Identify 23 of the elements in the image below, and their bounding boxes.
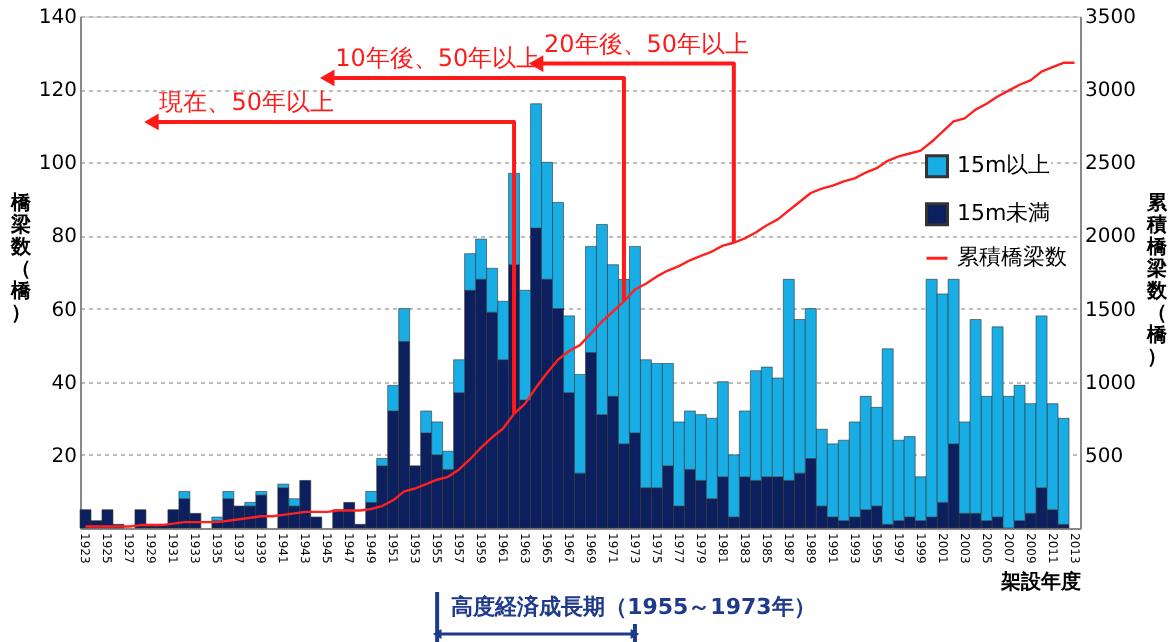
y-axis-title: 橋梁数（橋） <box>9 191 33 325</box>
y2-tick-label: 3000 <box>1085 80 1136 103</box>
y2-tick-label: 2500 <box>1085 153 1136 176</box>
legend-label: 15m未満 <box>957 200 1051 227</box>
legend-label: 15m以上 <box>957 152 1051 179</box>
y-tick-label: 40 <box>51 372 77 395</box>
y2-tick-label: 2000 <box>1085 226 1136 249</box>
annotation: 20年後、50年以上 <box>544 29 750 58</box>
y2-axis-title: 累積橋梁数（橋） <box>1145 191 1169 369</box>
y-tick-label: 120 <box>38 80 77 103</box>
x-axis-title: 架設年度 <box>999 569 1081 594</box>
y2-tick-label: 500 <box>1085 445 1124 468</box>
text: 高度経済成長期（1955～1973年） <box>451 594 816 620</box>
y-tick-label: 60 <box>51 299 77 322</box>
y-tick-label: 20 <box>51 445 77 468</box>
y2-tick-label: 1000 <box>1085 372 1136 395</box>
y-tick-label: 100 <box>38 153 77 176</box>
y2-tick-label: 3500 <box>1085 7 1136 29</box>
y-tick-label: 80 <box>51 226 77 249</box>
y2-tick-label: 1500 <box>1085 299 1136 322</box>
legend-label: 累積橋梁数 <box>957 244 1067 271</box>
y-tick-label: 140 <box>38 7 77 29</box>
annotation: 現在、50年以上 <box>159 87 334 116</box>
